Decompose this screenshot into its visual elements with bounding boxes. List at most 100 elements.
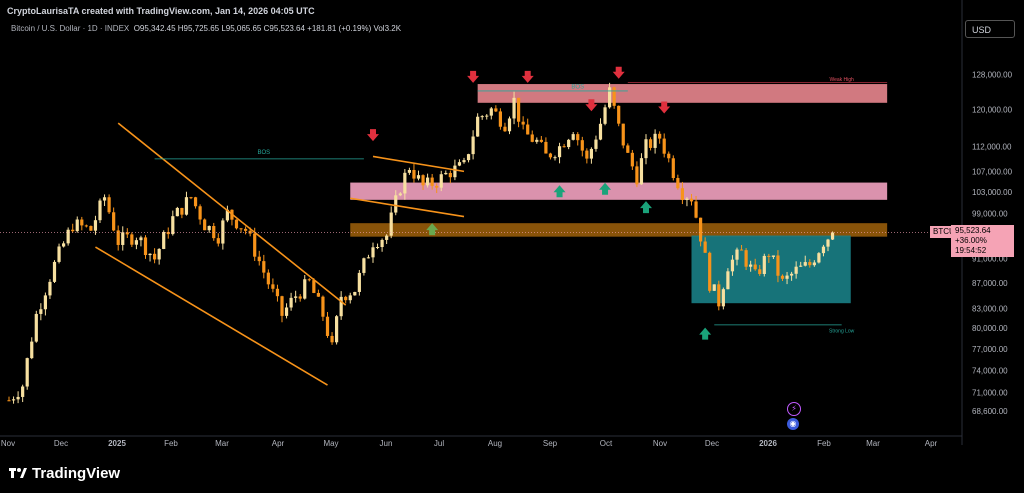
candle-body — [485, 115, 489, 117]
candle-body — [639, 158, 644, 185]
candle-body — [421, 175, 425, 186]
x-tick-label: Apr — [925, 439, 938, 448]
candle-body — [444, 172, 448, 175]
candle-body — [7, 400, 11, 402]
candle-body — [808, 262, 812, 266]
candle-body — [521, 121, 525, 125]
candle-body — [598, 123, 603, 140]
brand-name: TradingView — [32, 464, 121, 482]
y-tick-label: 91,000.00 — [972, 255, 1008, 264]
candle-body — [658, 133, 662, 139]
candle-body — [89, 226, 93, 231]
candle-body — [325, 316, 330, 336]
candle-body — [717, 284, 721, 307]
tradingview-mark-icon — [9, 468, 27, 478]
candle-body — [512, 97, 516, 119]
candle-body — [312, 280, 316, 293]
candle-body — [303, 279, 307, 299]
down-arrow-icon — [658, 101, 671, 114]
candle-body — [480, 116, 484, 118]
candle-body — [130, 234, 134, 245]
candle-body — [71, 229, 75, 232]
candle-body — [603, 107, 607, 124]
candle-body — [385, 235, 389, 240]
candle-body — [203, 219, 207, 231]
candle-body — [517, 97, 521, 122]
candle-body — [726, 271, 730, 290]
candle-body — [275, 288, 280, 297]
candle-body — [489, 108, 493, 116]
candle-body — [353, 291, 357, 296]
top-supply-zone — [477, 84, 888, 103]
candle-body — [239, 228, 243, 230]
candle-body — [721, 289, 725, 307]
chart-annotation: BOS — [571, 84, 584, 90]
candle-body — [626, 145, 630, 153]
candle-body — [712, 284, 716, 291]
up-arrow-icon — [640, 201, 652, 214]
candle-body — [166, 232, 170, 235]
x-tick-label: Dec — [705, 439, 719, 448]
x-tick-label: Sep — [543, 439, 558, 448]
y-tick-label: 107,000.00 — [972, 167, 1013, 176]
candle-body — [735, 249, 739, 260]
candle-body — [34, 313, 38, 342]
candle-body — [571, 134, 575, 140]
candle-body — [585, 150, 589, 159]
candle-body — [348, 295, 352, 301]
lightning-icon[interactable]: ⚡ — [787, 402, 801, 416]
candle-body — [826, 239, 830, 247]
candle-body — [753, 264, 757, 270]
y-tick-label: 68,600.00 — [972, 407, 1008, 416]
candle-body — [321, 296, 325, 317]
candle-body — [52, 261, 57, 282]
candle-body — [116, 230, 120, 245]
candle-body — [25, 358, 29, 387]
candle-body — [198, 206, 202, 220]
candle-body — [426, 177, 430, 186]
up-arrow-icon — [553, 185, 566, 198]
y-tick-label: 71,000.00 — [972, 389, 1008, 398]
candle-body — [62, 243, 66, 247]
chart-annotation: BOS — [257, 150, 270, 156]
y-tick-label: 128,000.00 — [972, 71, 1013, 80]
candle-body — [653, 133, 657, 148]
down-arrow-icon — [521, 70, 534, 83]
candle-body — [125, 232, 129, 235]
down-arrow-icon — [367, 129, 379, 142]
candle-body — [608, 87, 612, 108]
symbol-title: Bitcoin / U.S. Dollar · 1D · INDEX — [11, 24, 130, 33]
candle-body — [685, 198, 689, 201]
candle-body — [821, 246, 826, 254]
candle-body — [398, 193, 402, 196]
candle-body — [380, 239, 384, 248]
candle-body — [121, 232, 125, 245]
symbol-ohlc-line: Bitcoin / U.S. Dollar · 1D · INDEX O95,3… — [11, 24, 401, 33]
candle-body — [407, 169, 411, 173]
candle-body — [648, 139, 653, 148]
candle-body — [244, 228, 248, 231]
candle-body — [344, 296, 348, 301]
price-change: +36.00% — [955, 236, 987, 245]
candle-body — [357, 272, 361, 292]
candle-body — [817, 253, 821, 263]
candle-body — [339, 296, 343, 317]
candle-body — [139, 237, 143, 241]
candle-body — [708, 252, 712, 291]
candle-body — [43, 295, 47, 310]
candle-body — [435, 185, 439, 188]
candle-body — [403, 172, 407, 194]
candle-body — [462, 160, 466, 163]
x-tick-label: Aug — [488, 439, 502, 448]
candle-body — [812, 262, 816, 266]
candle-body — [476, 116, 480, 137]
candle-body — [457, 162, 462, 166]
candle-body — [416, 175, 421, 179]
currency-selector[interactable]: USD — [965, 20, 1015, 38]
down-arrow-icon — [467, 70, 480, 83]
candle-body — [694, 201, 698, 218]
candle-body — [257, 256, 261, 262]
y-tick-label: 103,000.00 — [972, 188, 1013, 197]
flag-icon[interactable]: ◉ — [787, 418, 799, 430]
